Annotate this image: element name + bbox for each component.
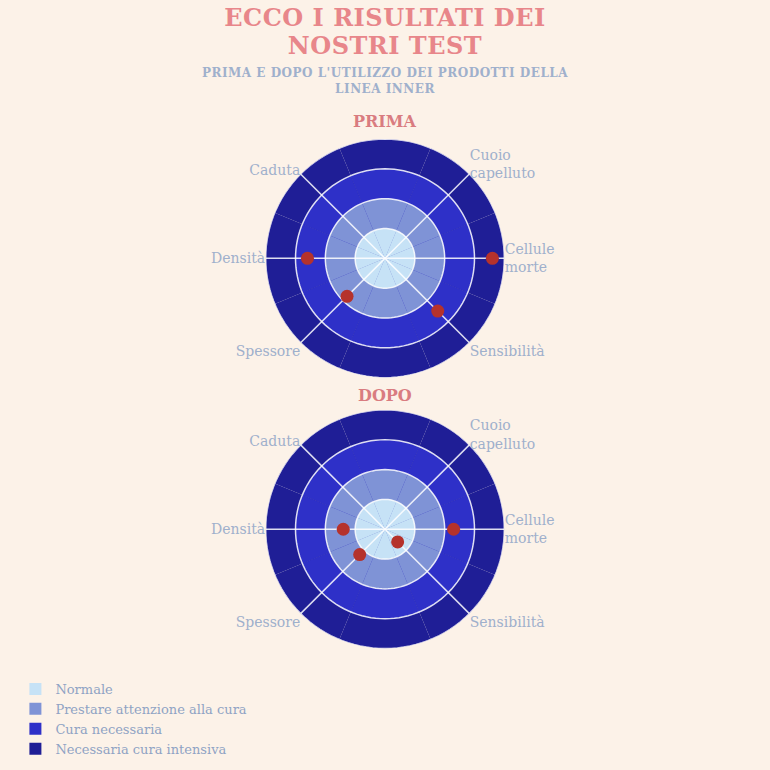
svg-text:PRIMA: PRIMA xyxy=(353,112,417,131)
svg-text:Cuoiocapelluto: Cuoiocapelluto xyxy=(470,147,535,181)
svg-text:Cellulemorte: Cellulemorte xyxy=(505,241,555,275)
svg-text:Spessore: Spessore xyxy=(236,343,301,359)
svg-text:Necessaria cura intensiva: Necessaria cura intensiva xyxy=(55,742,226,757)
svg-text:Spessore: Spessore xyxy=(236,614,301,630)
svg-text:Sensibilità: Sensibilità xyxy=(470,343,545,359)
svg-text:Densità: Densità xyxy=(211,250,265,266)
html-text:ECCO I RISULTATI DEI NOSTRI TE: ECCO I RISULTATI DEI NOSTRI TEST xyxy=(224,3,546,60)
svg-text:Caduta: Caduta xyxy=(249,162,300,178)
svg-text:Caduta: Caduta xyxy=(249,433,300,449)
svg-text:Sensibilità: Sensibilità xyxy=(470,614,545,630)
svg-text:DOPO: DOPO xyxy=(358,386,412,405)
svg-text:Normale: Normale xyxy=(55,682,113,697)
svg-text:Cuoiocapelluto: Cuoiocapelluto xyxy=(470,417,535,451)
svg-text:Densità: Densità xyxy=(211,521,265,537)
html-text:PRIMA E DOPO L'UTILIZZO DEI PR: PRIMA E DOPO L'UTILIZZO DEI PRODOTTI DEL… xyxy=(201,66,569,97)
svg-text:Cura necessaria: Cura necessaria xyxy=(55,722,162,737)
svg-text:Prestare attenzione alla cura: Prestare attenzione alla cura xyxy=(55,702,246,717)
svg-text:Cellulemorte: Cellulemorte xyxy=(505,512,555,546)
